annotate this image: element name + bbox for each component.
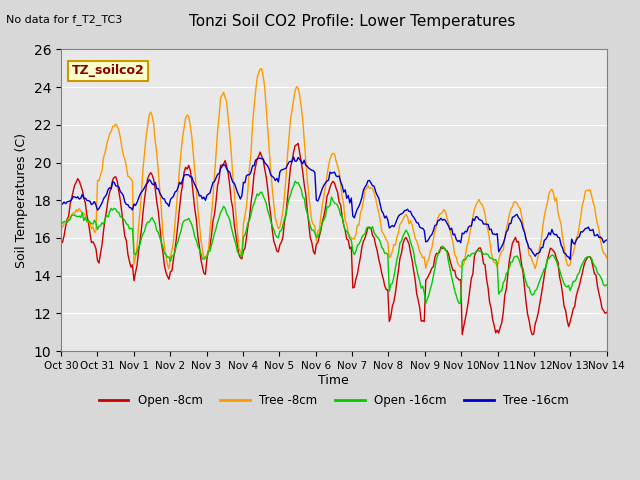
Text: Tonzi Soil CO2 Profile: Lower Temperatures: Tonzi Soil CO2 Profile: Lower Temperatur…	[189, 14, 515, 29]
Tree -8cm	[249, 122, 257, 128]
Open -16cm	[291, 178, 299, 184]
Tree -16cm	[238, 192, 246, 198]
Tree -8cm	[258, 66, 266, 72]
Line: Tree -8cm: Tree -8cm	[61, 69, 607, 269]
Line: Open -16cm: Open -16cm	[61, 181, 607, 304]
Open -16cm	[298, 186, 305, 192]
Tree -16cm	[575, 234, 583, 240]
Open -8cm	[528, 332, 536, 337]
Y-axis label: Soil Temperatures (C): Soil Temperatures (C)	[15, 133, 28, 268]
Open -16cm	[575, 270, 583, 276]
Tree -8cm	[57, 224, 65, 230]
Tree -8cm	[603, 255, 611, 261]
Tree -16cm	[290, 154, 298, 160]
Open -16cm	[422, 301, 429, 307]
Open -8cm	[124, 252, 132, 257]
Open -16cm	[124, 222, 132, 228]
Open -8cm	[220, 161, 227, 167]
Open -8cm	[238, 256, 246, 262]
Open -16cm	[603, 282, 611, 288]
Open -16cm	[57, 220, 65, 226]
Tree -8cm	[299, 116, 307, 122]
Line: Tree -16cm: Tree -16cm	[61, 157, 607, 260]
Text: TZ_soilco2: TZ_soilco2	[72, 64, 145, 77]
Tree -8cm	[239, 221, 247, 227]
Tree -16cm	[603, 237, 611, 243]
Tree -16cm	[298, 158, 305, 164]
X-axis label: Time: Time	[319, 374, 349, 387]
Tree -8cm	[165, 266, 173, 272]
Tree -16cm	[566, 257, 574, 263]
Tree -16cm	[124, 202, 132, 207]
Open -8cm	[247, 201, 255, 206]
Open -8cm	[298, 159, 305, 165]
Open -8cm	[603, 310, 611, 315]
Tree -8cm	[575, 223, 583, 229]
Open -16cm	[220, 204, 227, 209]
Legend: Open -8cm, Tree -8cm, Open -16cm, Tree -16cm: Open -8cm, Tree -8cm, Open -16cm, Tree -…	[94, 389, 573, 412]
Open -16cm	[238, 253, 246, 259]
Tree -8cm	[124, 174, 132, 180]
Open -16cm	[247, 212, 255, 217]
Tree -16cm	[57, 202, 65, 207]
Open -8cm	[575, 283, 583, 289]
Tree -16cm	[247, 169, 255, 175]
Open -8cm	[294, 141, 302, 146]
Line: Open -8cm: Open -8cm	[61, 144, 607, 335]
Tree -16cm	[220, 162, 227, 168]
Open -8cm	[57, 240, 65, 246]
Text: No data for f_T2_TC3: No data for f_T2_TC3	[6, 14, 123, 25]
Tree -8cm	[221, 95, 229, 101]
